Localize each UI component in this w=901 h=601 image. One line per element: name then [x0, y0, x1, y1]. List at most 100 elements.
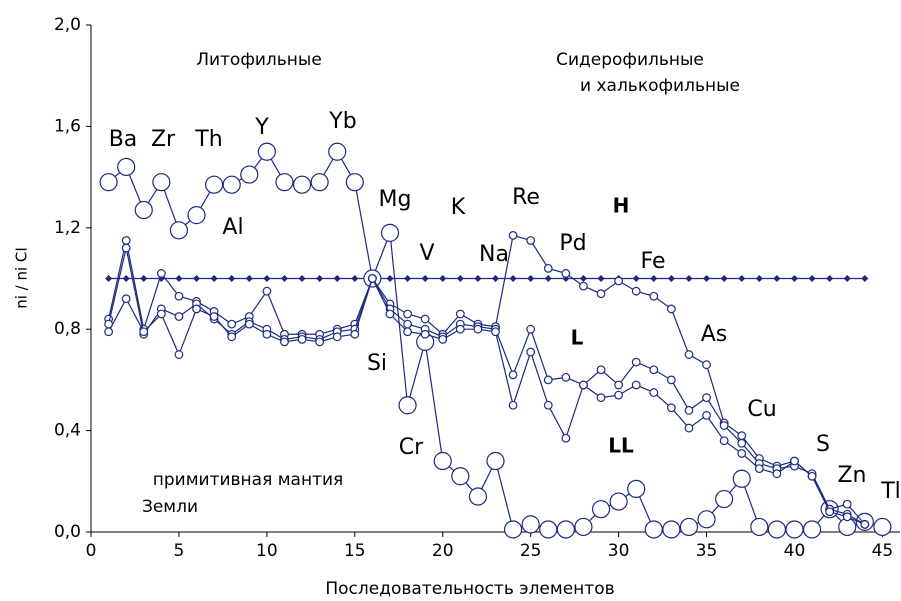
marker: [720, 275, 728, 282]
marker: [122, 275, 130, 282]
marker: [105, 275, 113, 282]
marker: [99, 173, 118, 192]
marker: [561, 269, 571, 278]
marker: [543, 375, 553, 385]
marker: [456, 275, 464, 282]
x-tick-label: 40: [784, 541, 806, 561]
marker: [807, 471, 817, 481]
y-tick-label: 0,8: [54, 319, 81, 339]
marker: [521, 515, 540, 534]
marker: [367, 274, 377, 283]
annotation: V: [419, 241, 434, 266]
marker: [292, 175, 312, 194]
marker: [473, 324, 483, 334]
series-label: H: [613, 194, 630, 218]
marker: [609, 492, 628, 511]
marker: [790, 456, 799, 466]
marker: [543, 263, 553, 273]
marker: [227, 319, 237, 329]
annotation: K: [451, 195, 466, 220]
marker: [773, 275, 781, 282]
marker: [666, 375, 676, 385]
marker: [451, 467, 470, 486]
marker: [597, 275, 605, 282]
annotation: Cr: [399, 435, 424, 460]
marker: [468, 487, 488, 506]
x-tick-label: 45: [872, 541, 894, 561]
marker: [421, 275, 429, 282]
marker: [175, 275, 183, 282]
x-tick-label: 30: [608, 541, 630, 561]
marker: [702, 360, 711, 370]
marker: [631, 286, 641, 296]
marker: [526, 236, 536, 245]
marker: [808, 275, 816, 282]
marker: [684, 350, 694, 359]
annotation: примитивная мантия: [153, 470, 344, 490]
marker: [785, 520, 804, 539]
series-label: L: [571, 326, 584, 350]
marker: [579, 380, 588, 390]
marker: [257, 142, 276, 161]
marker: [310, 173, 329, 192]
annotation: Zr: [151, 127, 176, 152]
marker: [667, 275, 675, 282]
y-tick-label: 1,6: [54, 116, 81, 136]
marker: [750, 517, 769, 537]
annotation: Ba: [109, 127, 138, 152]
marker: [350, 329, 360, 339]
marker: [420, 329, 430, 339]
marker: [826, 275, 834, 282]
marker: [679, 517, 699, 537]
x-axis-label: Последовательность элементов: [325, 579, 614, 599]
marker: [298, 275, 306, 282]
marker: [380, 223, 400, 242]
y-axis-label: ni / ni CI: [13, 247, 31, 309]
marker: [861, 275, 869, 282]
marker: [737, 431, 747, 441]
marker: [193, 275, 201, 282]
marker: [767, 520, 786, 539]
annotation: Сидерофильные: [556, 50, 704, 70]
marker: [649, 388, 659, 397]
marker: [386, 275, 394, 282]
marker: [539, 520, 558, 539]
marker: [644, 520, 663, 539]
marker: [755, 275, 763, 282]
marker: [702, 393, 711, 403]
marker: [715, 489, 734, 509]
marker: [684, 405, 694, 415]
marker: [843, 275, 851, 282]
annotation: Th: [194, 127, 222, 152]
marker: [591, 500, 611, 519]
annotation: Pd: [559, 231, 586, 256]
marker: [117, 157, 136, 177]
marker: [632, 275, 640, 282]
marker: [543, 400, 553, 410]
marker: [754, 464, 764, 474]
marker: [174, 350, 184, 359]
marker: [174, 291, 184, 301]
marker: [614, 276, 624, 286]
marker: [649, 291, 659, 301]
marker: [328, 142, 347, 161]
annotation: Fe: [641, 249, 666, 274]
marker: [614, 380, 624, 390]
marker: [719, 421, 729, 430]
series-label: LL: [608, 434, 634, 458]
marker: [280, 275, 288, 282]
marker: [703, 275, 711, 282]
marker: [351, 275, 359, 282]
marker: [596, 289, 606, 299]
marker: [280, 337, 289, 347]
marker: [544, 275, 552, 282]
marker: [579, 281, 588, 291]
annotation: Re: [512, 185, 540, 210]
marker: [403, 327, 412, 337]
marker: [403, 309, 412, 319]
marker: [579, 275, 587, 282]
marker: [403, 319, 412, 329]
marker: [262, 329, 272, 339]
marker: [702, 410, 711, 420]
marker: [561, 372, 571, 382]
